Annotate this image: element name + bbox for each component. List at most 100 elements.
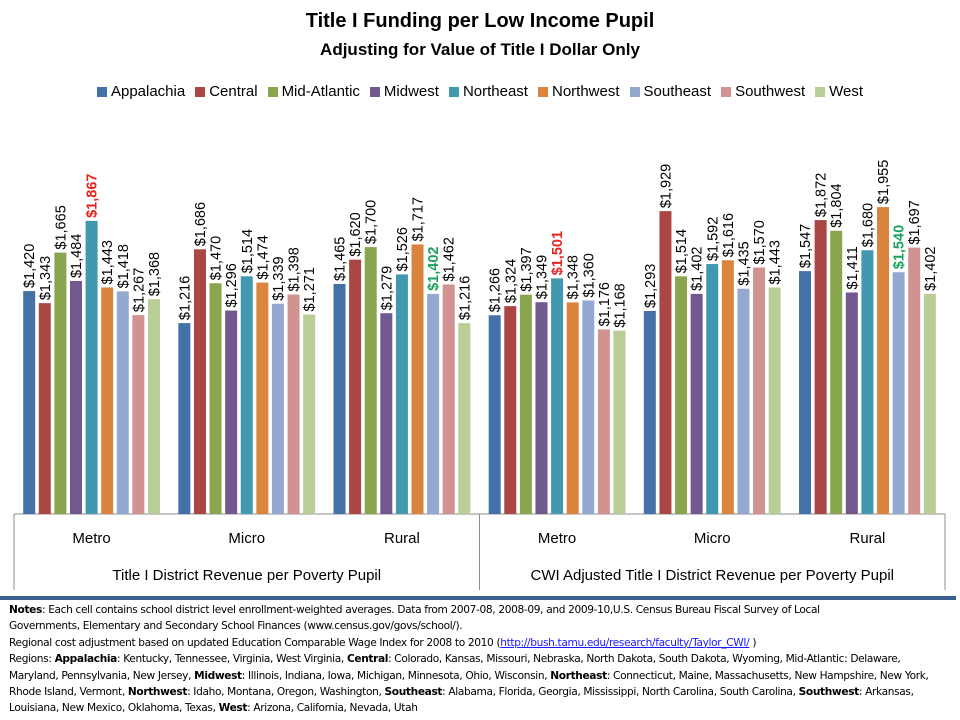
bar-central (504, 306, 517, 514)
data-label: $1,717 (411, 197, 427, 241)
data-label: $1,443 (768, 240, 784, 284)
cwi-text-end: ) (749, 636, 757, 649)
bar-west (923, 293, 936, 514)
notes: Notes: Each cell contains school distric… (9, 602, 949, 717)
bar-midwest (380, 313, 393, 514)
data-label: $1,435 (736, 241, 752, 285)
legend-item: Appalachia (96, 83, 185, 100)
data-label: $1,339 (271, 256, 287, 300)
regions-prefix: Regions: (9, 653, 55, 666)
data-label: $1,267 (131, 268, 147, 312)
bar-southeast (582, 300, 595, 514)
bar-central (38, 303, 51, 514)
bar-appalachia (333, 283, 346, 514)
bar-southwest (287, 294, 300, 514)
bar-southeast (271, 303, 284, 514)
divider (0, 596, 956, 600)
data-label: $1,804 (829, 183, 845, 227)
bar-west (303, 314, 316, 514)
bar-northwest (256, 282, 269, 514)
legend-swatch (267, 86, 278, 97)
data-label: $1,402 (690, 247, 706, 291)
legend-swatch (448, 86, 459, 97)
data-label: $1,514 (240, 229, 256, 273)
legend-label: Mid-Atlantic (281, 83, 360, 100)
data-label: $1,867 (85, 174, 101, 218)
data-label: $1,266 (488, 268, 504, 312)
data-label: $1,411 (845, 246, 861, 289)
category-label: Micro (228, 530, 265, 547)
data-label: $1,343 (38, 256, 54, 300)
data-label: $1,700 (364, 200, 380, 244)
data-label: $1,296 (224, 263, 240, 307)
bar-mid-atlantic (209, 283, 222, 514)
bar-central (814, 220, 827, 514)
data-label: $1,929 (658, 164, 674, 208)
group-label: CWI Adjusted Title I District Revenue pe… (531, 567, 894, 584)
region-states: : Illinois, Indiana, Iowa, Michigan, Min… (241, 669, 551, 682)
category-label: Metro (538, 530, 576, 547)
legend-item: Midwest (369, 83, 439, 100)
legend-item: Northeast (448, 83, 528, 100)
bar-midwest (690, 293, 703, 514)
data-label: $1,470 (209, 236, 225, 280)
data-label: $1,686 (193, 202, 209, 246)
data-label: $1,368 (147, 252, 163, 296)
legend-swatch (96, 86, 107, 97)
bar-chart: $1,420 $1,343$1,665$1,484$1,867$1,443 $1,4… (13, 160, 946, 590)
bar-northeast (395, 274, 408, 514)
legend-label: Southeast (643, 83, 712, 100)
data-label: $1,616 (721, 213, 737, 257)
data-label: $1,680 (860, 203, 876, 247)
region-states: : Alabama, Florida, Georgia, Mississippi… (442, 686, 799, 699)
bar-mid-atlantic (364, 247, 377, 514)
bar-central (193, 249, 206, 514)
category-label: Rural (384, 530, 420, 547)
bar-midwest (225, 310, 238, 514)
legend-label: Midwest (383, 83, 439, 100)
bar-southeast (427, 293, 440, 514)
bar-appalachia (643, 310, 656, 514)
chart-subtitle: Adjusting for Value of Title I Dollar On… (320, 40, 640, 59)
bar-southeast (116, 291, 129, 514)
bar-west (458, 323, 471, 514)
regions-text: Regions: Appalachia: Kentucky, Tennessee… (9, 651, 949, 717)
bar-mid-atlantic (675, 276, 688, 514)
data-label: $1,349 (534, 255, 550, 299)
data-label: $1,465 (333, 237, 349, 281)
data-label: $1,620 (348, 212, 364, 256)
data-label: $1,398 (287, 247, 303, 291)
legend-swatch (721, 86, 732, 97)
region-name: Southeast (384, 686, 443, 699)
cwi-link[interactable]: http://bush.tamu.edu/research/faculty/Ta… (500, 636, 750, 649)
bar-west (147, 299, 160, 514)
bar-northwest (566, 302, 579, 514)
data-label: $1,955 (876, 160, 892, 204)
region-states: : Idaho, Montana, Oregon, Washington, (187, 686, 385, 699)
chart-title: Title I Funding per Low Income Pupil (305, 10, 655, 32)
notes-line-1: Notes: Each cell contains school distric… (9, 602, 949, 618)
region-name: Southwest (798, 686, 860, 699)
region-name: West (218, 702, 248, 715)
legend-item: Northwest (537, 83, 620, 100)
legend-item: Central (195, 83, 258, 100)
legend-label: Northeast (462, 83, 528, 100)
legend-swatch (537, 86, 548, 97)
data-label: $1,514 (674, 229, 690, 273)
region-states: : Colorado, Kansas, Missouri, Nebraska, … (9, 653, 901, 682)
bar-appalachia (178, 323, 191, 514)
data-label: $1,293 (643, 264, 659, 308)
region-name: Midwest (194, 669, 242, 682)
bar-northwest (411, 244, 424, 514)
data-label: $1,216 (457, 276, 473, 320)
data-label: $1,397 (519, 247, 535, 291)
bar-central (659, 211, 672, 514)
data-label: $1,420 (22, 244, 38, 288)
bar-northeast (85, 220, 98, 515)
bar-southwest (442, 284, 455, 514)
bar-southwest (132, 315, 145, 514)
region-states: : Arkansas, Louisiana, New Mexico, Oklah… (9, 686, 914, 715)
legend-label: Northwest (551, 83, 620, 100)
bar-midwest (535, 302, 548, 514)
region-states: : Kentucky, Tennessee, Virginia, West Vi… (116, 653, 347, 666)
